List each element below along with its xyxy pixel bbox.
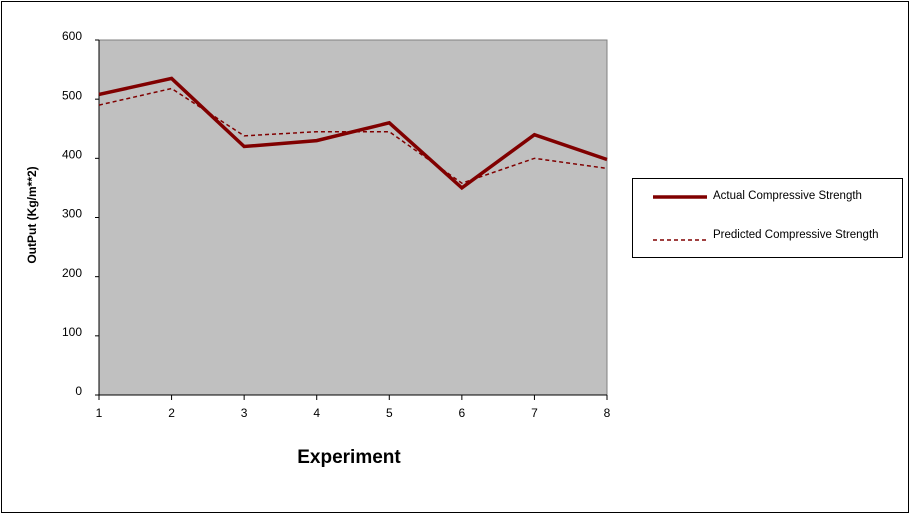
x-tick-label: 7 bbox=[531, 406, 538, 420]
y-tick-label: 200 bbox=[62, 266, 82, 280]
plot-background bbox=[98, 39, 608, 396]
y-tick-label: 300 bbox=[62, 207, 82, 221]
x-tick-label: 8 bbox=[604, 406, 611, 420]
x-tick-label: 6 bbox=[459, 406, 466, 420]
x-tick-label: 1 bbox=[96, 406, 103, 420]
series-line bbox=[98, 76, 608, 191]
legend-label: Predicted Compressive Strength bbox=[713, 229, 879, 241]
y-tick-label: 0 bbox=[75, 384, 82, 398]
x-tick-label: 5 bbox=[386, 406, 393, 420]
y-tick-label: 600 bbox=[62, 29, 82, 43]
x-tick-label: 2 bbox=[168, 406, 175, 420]
legend-box bbox=[632, 178, 903, 258]
y-tick-label: 100 bbox=[62, 325, 82, 339]
y-tick-label: 400 bbox=[62, 148, 82, 162]
x-axis-title: Experiment bbox=[297, 447, 401, 468]
y-axis-title: OutPut (Kg/m**2) bbox=[25, 166, 39, 263]
legend-label: Actual Compressive Strength bbox=[713, 190, 862, 202]
y-tick-label: 500 bbox=[62, 88, 82, 102]
x-tick-label: 4 bbox=[313, 406, 320, 420]
x-tick-label: 3 bbox=[241, 406, 248, 420]
